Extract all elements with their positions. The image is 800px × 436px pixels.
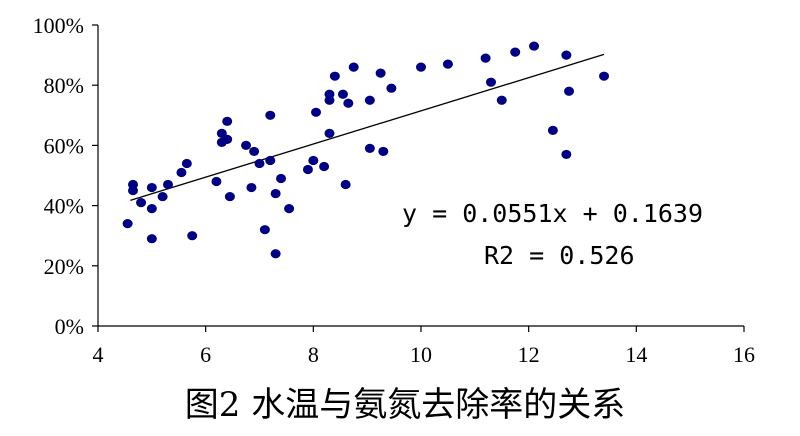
data-point	[364, 95, 375, 105]
trendline	[130, 53, 605, 201]
x-tick-label: 4	[93, 342, 104, 367]
data-point	[146, 182, 157, 193]
data-point	[480, 53, 491, 63]
data-point	[265, 110, 276, 120]
data-point	[529, 41, 540, 51]
x-axis-ticks: 4 6 8 10 12 14 16	[93, 326, 755, 367]
data-point	[311, 107, 322, 117]
y-tick-label: 100%	[33, 13, 84, 38]
data-point	[564, 86, 575, 96]
data-point	[259, 225, 270, 235]
data-point	[146, 204, 157, 214]
data-point	[276, 173, 287, 184]
data-point	[375, 68, 386, 78]
y-tick-label: 60%	[44, 133, 84, 158]
data-point	[485, 77, 496, 87]
r-squared-label: R2 = 0.526	[484, 241, 635, 270]
y-tick-label: 40%	[44, 194, 84, 219]
data-point	[249, 146, 260, 157]
x-tick-label: 14	[625, 342, 647, 367]
data-point	[547, 125, 558, 135]
figure-caption: 图2 水温与氨氮去除率的关系	[185, 385, 625, 425]
data-point	[319, 161, 330, 172]
data-point	[187, 231, 198, 241]
x-tick-label: 16	[733, 342, 755, 367]
data-point	[324, 128, 335, 138]
data-point	[364, 143, 375, 154]
data-point	[324, 95, 335, 105]
data-point	[146, 234, 157, 244]
x-tick-label: 12	[518, 342, 540, 367]
data-point	[224, 191, 235, 202]
x-tick-label: 8	[308, 342, 319, 367]
data-point	[496, 95, 507, 105]
data-point	[222, 134, 233, 144]
data-point	[181, 158, 192, 169]
x-tick-label: 10	[410, 342, 432, 367]
data-points	[122, 41, 610, 259]
data-point	[254, 158, 265, 169]
data-point	[561, 50, 572, 60]
y-tick-label: 20%	[44, 254, 84, 279]
data-point	[122, 219, 133, 229]
data-point	[176, 167, 187, 178]
data-point	[442, 59, 453, 69]
data-point	[348, 62, 359, 72]
data-point	[386, 83, 397, 93]
y-axis-ticks: 0% 20% 40% 60% 80% 100%	[33, 13, 98, 339]
data-point	[378, 146, 389, 157]
data-point	[265, 155, 276, 166]
data-point	[246, 182, 257, 193]
data-point	[162, 179, 173, 190]
data-point	[340, 179, 351, 190]
y-tick-label: 0%	[55, 314, 84, 339]
data-point	[510, 47, 521, 57]
data-point	[308, 155, 319, 166]
data-point	[416, 62, 426, 72]
trendline-equation: y = 0.0551x + 0.1639	[402, 199, 703, 228]
data-point	[136, 197, 147, 208]
data-point	[241, 140, 252, 150]
data-point	[270, 188, 281, 199]
data-point	[599, 71, 610, 81]
data-point	[337, 89, 348, 99]
data-point	[284, 204, 295, 214]
x-tick-label: 6	[200, 342, 211, 367]
data-point	[270, 249, 281, 259]
data-point	[157, 191, 168, 202]
data-point	[211, 176, 222, 187]
data-point	[222, 116, 233, 126]
data-point	[127, 185, 138, 196]
trendline-group	[130, 53, 605, 201]
data-point	[343, 98, 354, 108]
data-point	[561, 149, 572, 160]
data-point	[329, 71, 340, 81]
data-point	[302, 164, 313, 175]
y-tick-label: 80%	[44, 73, 84, 98]
